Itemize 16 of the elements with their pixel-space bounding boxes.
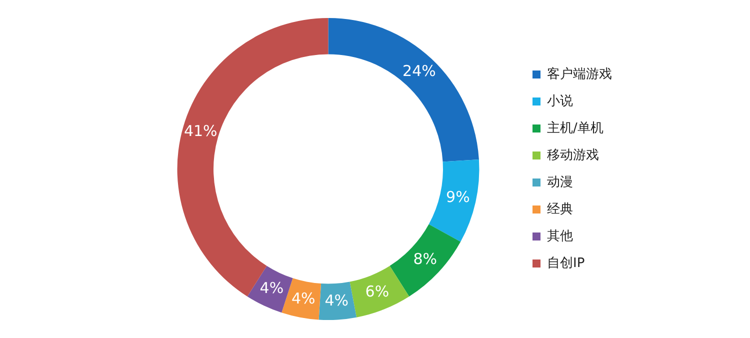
legend-label: 小说 (547, 94, 573, 109)
legend-label: 经典 (547, 202, 573, 217)
legend-label: 自创IP (547, 256, 585, 271)
legend-label: 动漫 (547, 174, 573, 190)
data-label: 4% (260, 279, 284, 298)
legend-label: 主机/单机 (547, 120, 604, 136)
data-label: 4% (291, 289, 316, 308)
data-label: 4% (324, 292, 348, 310)
data-label: 41% (184, 122, 218, 140)
data-label: 8% (413, 250, 438, 268)
data-label: 24% (402, 62, 436, 80)
data-label: 9% (446, 188, 470, 206)
legend-label: 移动游戏 (547, 148, 599, 163)
legend-label: 其他 (547, 228, 573, 244)
data-label: 6% (365, 282, 390, 300)
legend-label: 客户端游戏 (547, 66, 612, 82)
